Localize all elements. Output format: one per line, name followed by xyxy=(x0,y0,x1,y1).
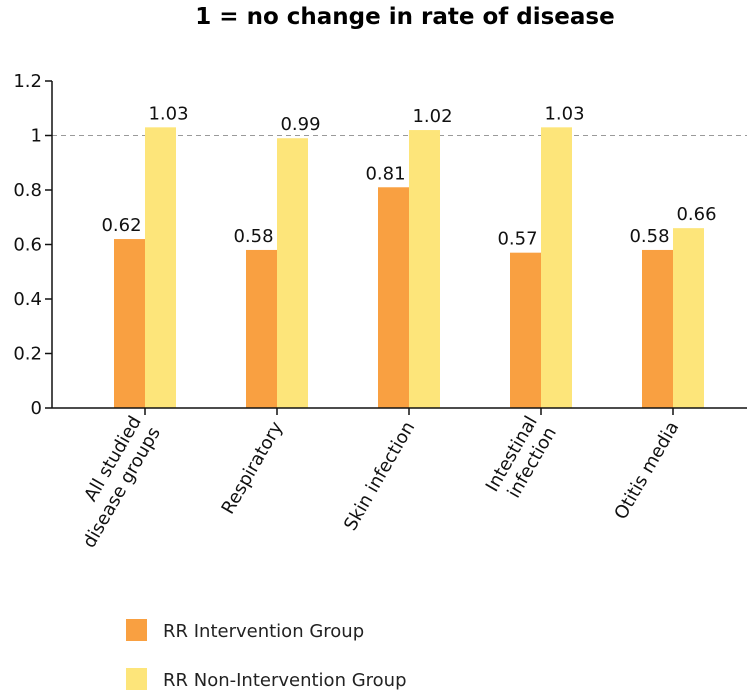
legend: RR Intervention Group RR Non-Intervention… xyxy=(126,619,407,691)
data-label: 0.57 xyxy=(497,229,537,250)
legend-label: RR Intervention Group xyxy=(163,621,364,642)
data-label: 0.62 xyxy=(101,215,141,236)
chart-title: 1 = no change in rate of disease xyxy=(195,4,614,30)
category-label: Otitis media xyxy=(610,418,683,523)
data-label: 0.58 xyxy=(233,226,273,247)
data-label: 1.02 xyxy=(412,106,452,127)
y-tick-labels: 0 0.2 0.4 0.6 0.8 1 1.2 xyxy=(13,71,42,419)
category-label: Skin infection xyxy=(340,418,419,534)
y-tick-label: 1.2 xyxy=(13,71,42,92)
bar-intervention-4 xyxy=(642,249,673,408)
bar-non-intervention-1 xyxy=(277,138,308,408)
bar-non-intervention-4 xyxy=(673,228,704,408)
category-label-line: Respiratory xyxy=(218,418,288,518)
axes-group xyxy=(45,80,747,415)
data-label: 0.99 xyxy=(280,114,320,135)
category-label: Intestinalinfection xyxy=(482,413,561,507)
data-labels: 0.62 0.58 0.81 0.57 0.58 1.03 0.99 1.02 1.03 0.66 xyxy=(101,103,716,249)
data-label: 0.58 xyxy=(629,226,669,247)
y-tick-label: 0.2 xyxy=(13,344,42,365)
y-tick-label: 0.8 xyxy=(13,180,42,201)
bar-non-intervention-0 xyxy=(145,127,176,408)
category-label: Respiratory xyxy=(218,418,288,518)
category-label-line: Skin infection xyxy=(340,418,419,534)
y-tick-label: 0.6 xyxy=(13,235,42,256)
category-labels: All studieddisease groups Respiratory Skin… xyxy=(60,413,684,552)
legend-label: RR Non-Intervention Group xyxy=(163,670,407,691)
category-label: All studieddisease groups xyxy=(60,413,165,552)
bar-intervention-1 xyxy=(246,249,277,408)
bar-intervention-2 xyxy=(378,187,409,408)
bar-intervention-0 xyxy=(114,239,145,408)
data-label: 0.81 xyxy=(365,163,405,184)
bar-non-intervention-2 xyxy=(409,130,440,409)
y-tick-label: 0.4 xyxy=(13,289,42,310)
bars-group xyxy=(114,127,704,409)
legend-swatch xyxy=(126,668,147,690)
bar-intervention-3 xyxy=(510,252,541,408)
bar-non-intervention-3 xyxy=(541,127,572,408)
y-tick-label: 1 xyxy=(31,126,42,147)
category-label-line: Otitis media xyxy=(610,418,683,523)
data-label: 1.03 xyxy=(544,103,584,124)
legend-swatch xyxy=(126,619,147,641)
y-tick-label: 0 xyxy=(31,398,42,419)
data-label: 0.66 xyxy=(676,204,716,225)
data-label: 1.03 xyxy=(148,103,188,124)
